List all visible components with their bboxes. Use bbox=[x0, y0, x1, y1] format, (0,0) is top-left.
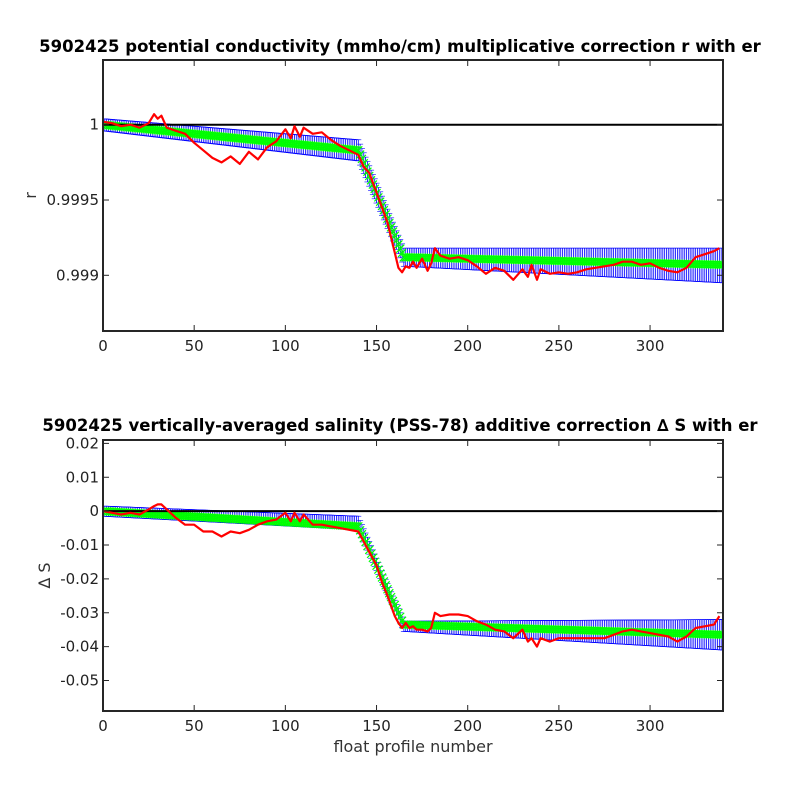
correction-point bbox=[718, 630, 723, 640]
x-tick-label: 150 bbox=[362, 717, 391, 735]
chart-title: 5902425 vertically-averaged salinity (PS… bbox=[42, 416, 758, 435]
correction-point bbox=[350, 521, 360, 531]
y-tick-label: -0.05 bbox=[60, 672, 99, 690]
conductivity-correction-panel: 5902425 potential conductivity (mmho/cm)… bbox=[21, 37, 762, 355]
correction-markers bbox=[103, 120, 723, 270]
x-tick-label: 0 bbox=[98, 717, 108, 735]
correction-point bbox=[718, 260, 723, 270]
plot-area bbox=[103, 503, 723, 651]
axes-box bbox=[102, 59, 724, 332]
y-tick-label: -0.03 bbox=[60, 604, 99, 622]
y-tick-label: 0.02 bbox=[66, 434, 99, 452]
correction-point bbox=[716, 260, 723, 270]
x-tick-label: 100 bbox=[271, 337, 300, 355]
x-tick-label: 150 bbox=[362, 337, 391, 355]
x-axis-label: float profile number bbox=[333, 737, 493, 756]
x-tick-label: 0 bbox=[98, 337, 108, 355]
y-tick-label: 0.01 bbox=[66, 468, 99, 486]
x-tick-label: 250 bbox=[545, 337, 574, 355]
x-tick-label: 250 bbox=[545, 717, 574, 735]
y-axis-label: r bbox=[21, 192, 40, 199]
y-tick-label: -0.04 bbox=[60, 638, 99, 656]
chart-title: 5902425 potential conductivity (mmho/cm)… bbox=[39, 37, 761, 56]
plot-area bbox=[103, 113, 723, 284]
salinity-correction-panel: 5902425 vertically-averaged salinity (PS… bbox=[35, 416, 758, 756]
x-tick-label: 300 bbox=[636, 717, 665, 735]
y-tick-label: -0.02 bbox=[60, 570, 99, 588]
x-tick-label: 50 bbox=[185, 337, 204, 355]
correction-markers bbox=[103, 506, 723, 640]
point-estimate-line bbox=[103, 113, 720, 281]
y-tick-label: 0.999 bbox=[56, 266, 99, 284]
x-tick-label: 50 bbox=[185, 717, 204, 735]
y-tick-label: 0 bbox=[89, 502, 99, 520]
x-tick-label: 200 bbox=[453, 717, 482, 735]
x-tick-label: 100 bbox=[271, 717, 300, 735]
point-estimate-line bbox=[103, 503, 721, 648]
y-tick-label: -0.01 bbox=[60, 536, 99, 554]
x-tick-label: 200 bbox=[453, 337, 482, 355]
correction-point bbox=[716, 630, 723, 640]
y-tick-label: 0.9995 bbox=[47, 191, 100, 209]
y-tick-label: 1 bbox=[89, 116, 99, 134]
axes-box bbox=[102, 439, 724, 712]
x-tick-label: 300 bbox=[636, 337, 665, 355]
y-axis-label: ∆ S bbox=[35, 563, 54, 590]
